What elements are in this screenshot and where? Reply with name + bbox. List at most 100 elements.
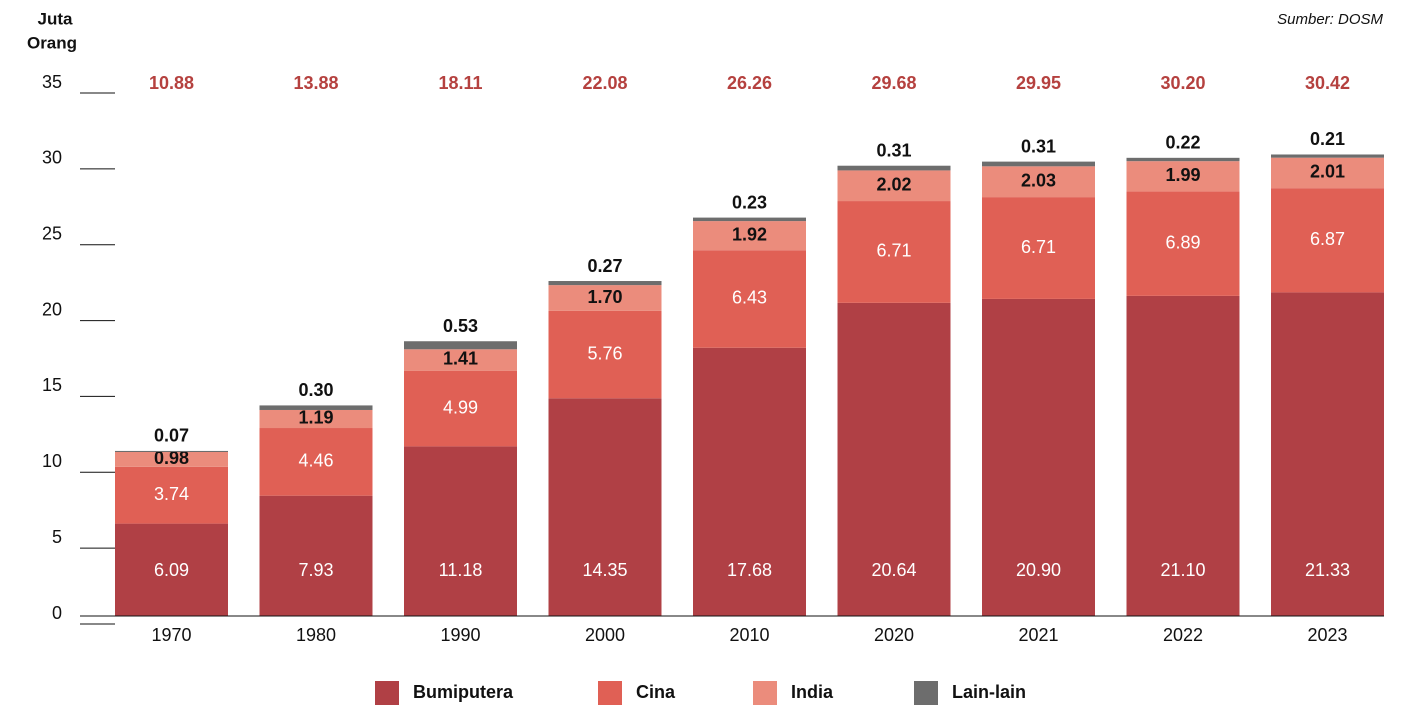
- value-label: 0.22: [1165, 133, 1200, 153]
- value-label: 0.21: [1310, 129, 1345, 149]
- value-label: 17.68: [727, 560, 772, 580]
- bar-segment: [1126, 161, 1240, 192]
- bar-segment: [1126, 157, 1240, 162]
- bar-segment: [404, 446, 517, 616]
- bar-segment: [548, 398, 662, 616]
- bar-segment: [837, 302, 951, 616]
- bar-segment: [1271, 157, 1384, 189]
- bar-segment: [837, 165, 951, 171]
- bar-segment: [693, 221, 806, 251]
- bar-segment: [259, 405, 373, 410]
- bar-segment: [259, 495, 373, 616]
- bar-segment: [693, 217, 806, 222]
- value-label: 0.31: [1021, 136, 1056, 156]
- bar-segment: [982, 161, 1095, 167]
- value-label: 14.35: [582, 560, 627, 580]
- x-tick-label: 1970: [151, 625, 191, 645]
- value-label: 4.46: [298, 451, 333, 471]
- bar-segment: [1271, 188, 1384, 293]
- value-label: 5.76: [587, 343, 622, 363]
- y-tick-label: 10: [42, 451, 62, 471]
- total-label: 10.88: [149, 73, 194, 93]
- value-label: 1.99: [1165, 165, 1200, 185]
- x-tick-label: 1980: [296, 625, 336, 645]
- legend-swatch: [753, 681, 777, 705]
- bar-segment: [1126, 191, 1240, 296]
- value-label: 4.99: [443, 397, 478, 417]
- total-label: 29.68: [871, 73, 916, 93]
- legend-swatch: [375, 681, 399, 705]
- total-label: 30.42: [1305, 73, 1350, 93]
- value-label: 20.90: [1016, 560, 1061, 580]
- value-label: 21.10: [1160, 560, 1205, 580]
- y-tick-label: 5: [52, 527, 62, 547]
- value-label: 11.18: [439, 560, 483, 580]
- value-label: 6.89: [1165, 232, 1200, 252]
- bar-segment: [115, 523, 228, 616]
- bar-segment: [837, 201, 951, 303]
- total-label: 13.88: [293, 73, 338, 93]
- y-tick-label: 20: [42, 299, 62, 319]
- bar-segment: [837, 170, 951, 202]
- value-label: 2.01: [1310, 162, 1345, 182]
- x-tick-label: 2022: [1163, 625, 1203, 645]
- bar-segment: [259, 409, 373, 429]
- bar-segment: [548, 281, 662, 286]
- bar-segment: [982, 197, 1095, 299]
- bar-segment: [982, 298, 1095, 616]
- value-label: 6.71: [876, 241, 911, 261]
- value-label: 3.74: [154, 484, 189, 504]
- legend-label: India: [791, 682, 834, 702]
- total-label: 26.26: [727, 73, 772, 93]
- x-tick-label: 2010: [729, 625, 769, 645]
- y-tick-label: 30: [42, 148, 62, 168]
- x-tick-label: 2000: [585, 625, 625, 645]
- bar-segment: [693, 250, 806, 348]
- legend-label: Cina: [636, 682, 676, 702]
- y-tick-label: 35: [42, 72, 62, 92]
- value-label: 6.71: [1021, 237, 1056, 257]
- bar-segment: [1271, 154, 1384, 158]
- bar-segment: [404, 349, 517, 371]
- value-label: 1.70: [587, 287, 622, 307]
- value-label: 0.07: [154, 426, 189, 446]
- value-label: 0.31: [876, 140, 911, 160]
- legend-label: Lain-lain: [952, 682, 1026, 702]
- value-label: 0.53: [443, 316, 478, 336]
- value-label: 2.02: [876, 174, 911, 194]
- legend-swatch: [598, 681, 622, 705]
- bar-segment: [982, 166, 1095, 198]
- value-label: 0.23: [732, 192, 767, 212]
- value-label: 2.03: [1021, 170, 1056, 190]
- total-label: 30.20: [1160, 73, 1205, 93]
- bar-segment: [548, 285, 662, 311]
- bar-segment: [259, 428, 373, 496]
- total-label: 29.95: [1016, 73, 1061, 93]
- y-label: Juta: [38, 9, 74, 28]
- bar-segment: [404, 370, 517, 447]
- bar-segment: [115, 451, 228, 467]
- value-label: 0.98: [154, 448, 189, 468]
- value-label: 20.64: [871, 560, 916, 580]
- value-label: 1.41: [443, 349, 478, 369]
- y-tick-label: 15: [42, 375, 62, 395]
- value-label: 0.30: [298, 380, 333, 400]
- source: Sumber: DOSM: [1277, 11, 1383, 28]
- total-label: 22.08: [582, 73, 627, 93]
- value-label: 1.92: [732, 224, 767, 244]
- value-label: 7.93: [298, 560, 333, 580]
- legend-label: Bumiputera: [413, 682, 514, 702]
- bar-segment: [404, 341, 517, 350]
- value-label: 6.43: [732, 288, 767, 308]
- y-tick-label: 0: [52, 603, 62, 623]
- bar-segment: [115, 450, 228, 452]
- legend-swatch: [914, 681, 938, 705]
- total-label: 18.11: [438, 73, 482, 93]
- x-tick-label: 2023: [1307, 625, 1347, 645]
- value-label: 6.87: [1310, 229, 1345, 249]
- y-tick-label: 25: [42, 223, 62, 243]
- bar-segment: [693, 347, 806, 616]
- bar-segment: [548, 310, 662, 399]
- x-tick-label: 2021: [1018, 625, 1058, 645]
